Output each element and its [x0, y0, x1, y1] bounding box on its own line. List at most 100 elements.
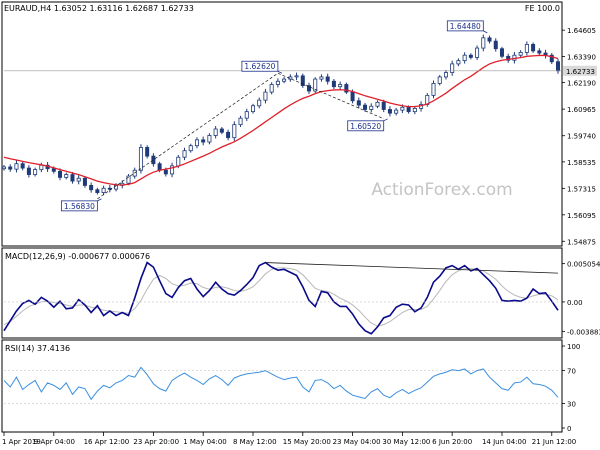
x-axis-tick-label: 9 Apr 04:00 [34, 438, 75, 446]
candle-body [387, 109, 392, 114]
candle-body [219, 128, 224, 133]
candle-body [394, 109, 399, 114]
macd-panel [3, 261, 560, 335]
candle-body [89, 185, 94, 191]
candle-body [163, 169, 168, 175]
candle-body [518, 52, 523, 56]
x-axis-tick-label: 23 May 04:00 [333, 438, 381, 446]
candle-body [176, 156, 181, 167]
candle-body [468, 54, 473, 58]
candle-body [201, 139, 206, 143]
candle-body [282, 78, 287, 82]
annotation-box [60, 200, 98, 212]
price-y-tick-label: 1.63390 [567, 54, 596, 62]
candle-body [294, 75, 299, 78]
candle-body [313, 78, 318, 92]
candle-body [250, 105, 255, 113]
candle-body [556, 61, 561, 72]
price-y-tick-label: 1.56095 [567, 212, 596, 220]
indicator-tag: FE 100.0 [525, 4, 560, 13]
candle-body [257, 99, 262, 107]
price-y-tick-label: 1.59740 [567, 133, 596, 141]
candle-body [356, 100, 361, 106]
annotation-label: 1.64480 [450, 22, 481, 31]
candle-body [263, 91, 268, 101]
annotation-box [347, 120, 385, 132]
price-panel: 1.62733 1.64480 1.62620 1.60520 1.56830 [2, 20, 597, 212]
annotation-leader [97, 198, 102, 202]
x-axis-tick-label: 1 Apr 2019 [2, 438, 41, 446]
annotation-label: 1.62620 [244, 62, 275, 71]
candle-body [406, 106, 411, 113]
annotation-leader [277, 70, 283, 74]
trendline-down [277, 72, 384, 120]
candle-body [524, 43, 529, 53]
candle-body [157, 163, 162, 171]
rsi-y-tick-label: 30 [567, 400, 576, 408]
annotation-leader [483, 30, 488, 34]
candle-body [363, 104, 368, 110]
moving-average-line [3, 54, 559, 186]
axes: 1.64605 1.63390 1.62190 1.60965 1.59740 1.585… [2, 27, 600, 446]
x-axis-tick-label: 30 May 12:00 [382, 438, 430, 446]
candle-body [70, 174, 75, 182]
candle-body [350, 91, 355, 102]
candle-body [170, 165, 175, 175]
rsi-panel-frame [1, 339, 563, 433]
candle-body [462, 54, 467, 62]
rsi-panel [3, 366, 560, 404]
rsi-title: RSI(14) 37.4136 [5, 344, 70, 353]
candle-body [475, 47, 480, 58]
rsi-line [3, 366, 559, 401]
candle-body [138, 147, 143, 171]
rsi-y-tick-label: 0 [567, 425, 571, 433]
symbol-info: EURAUD,H4 1.63052 1.63116 1.62687 1.6273… [4, 4, 194, 13]
price-y-tick-label: 1.62190 [567, 80, 596, 88]
candle-body [437, 76, 442, 84]
rsi-y-tick-label: 100 [567, 343, 580, 351]
current-price-label: 1.62733 [566, 68, 595, 76]
candle-body [506, 55, 511, 61]
candle-body [493, 40, 498, 50]
macd-panel-frame [1, 247, 563, 339]
candle-body [101, 187, 106, 193]
candle-body [344, 84, 349, 93]
macd-y-tick-label: -0.003883 [567, 328, 600, 336]
current-price-box [563, 65, 597, 76]
candle-body [238, 117, 243, 126]
candle-body [126, 175, 131, 184]
price-y-tick-label: 1.58535 [567, 159, 596, 167]
candle-body [232, 124, 237, 139]
price-y-tick-label: 1.57315 [567, 185, 596, 193]
candle-body [443, 72, 448, 78]
macd-signal-line [3, 267, 559, 327]
annotation-box [446, 20, 484, 32]
candle-body [537, 50, 542, 54]
candle-body [400, 106, 405, 111]
candle-body [244, 111, 249, 119]
candle-body [412, 107, 417, 113]
annotation-leader [383, 118, 388, 122]
price-y-tick-label: 1.60965 [567, 106, 596, 114]
macd-y-tick-label: 0.00 [567, 299, 583, 307]
candle-body [76, 177, 81, 182]
price-y-tick-label: 1.54875 [567, 238, 596, 246]
candle-body [499, 48, 504, 57]
macd-title: MACD(12,26,9) -0.000677 0.000676 [5, 252, 150, 261]
x-axis-tick-label: 15 May 20:00 [283, 438, 331, 446]
candle-body [82, 177, 87, 186]
candle-body [64, 174, 69, 178]
annotation-label: 1.60520 [350, 122, 381, 131]
candle-body [300, 75, 305, 87]
macd-y-tick-label: 0.005054 [567, 261, 600, 269]
candle-body [26, 167, 31, 175]
x-axis-tick-label: 1 May 04:00 [183, 438, 227, 446]
candle-body [2, 166, 7, 170]
candle-body [194, 139, 199, 147]
trendline-up [97, 72, 279, 200]
candle-body [307, 85, 312, 92]
candle-body [151, 155, 156, 165]
x-axis-tick-label: 6 Jun 20:00 [432, 438, 472, 446]
candle-body [33, 169, 38, 175]
